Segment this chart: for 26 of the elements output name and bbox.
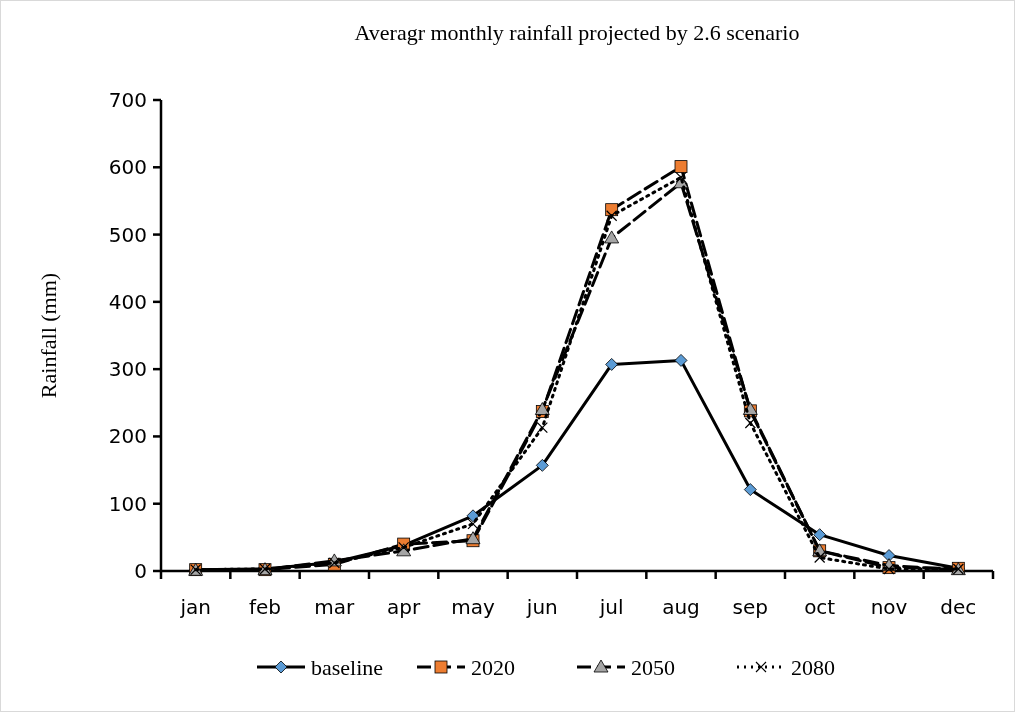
y-tick-label: 200 <box>108 424 147 449</box>
x-tick-label: may <box>451 595 495 619</box>
legend-label: baseline <box>311 654 384 680</box>
legend-label: 2020 <box>471 654 515 680</box>
y-tick-label: 400 <box>108 289 147 314</box>
legend-label: 2080 <box>791 654 835 680</box>
x-tick-label: apr <box>387 595 422 619</box>
x-tick-label: aug <box>662 595 700 619</box>
legend-label: 2050 <box>631 654 675 680</box>
x-tick-label: jan <box>179 595 211 619</box>
x-tick-label: mar <box>314 595 356 619</box>
x-tick-label: dec <box>940 595 977 619</box>
y-tick-label: 100 <box>108 491 147 516</box>
y-tick-label: 600 <box>108 155 147 180</box>
y-tick-label: 0 <box>134 559 147 583</box>
y-tick-label: 700 <box>108 88 147 112</box>
x-tick-label: jun <box>525 595 558 619</box>
x-tick-label: jul <box>598 595 624 619</box>
y-axis-title: Rainfall (mm) <box>36 272 61 399</box>
x-tick-label: nov <box>870 595 908 619</box>
chart-title: Averagr monthly rainfall projected by 2.6 scenario <box>354 20 800 45</box>
x-tick-label: sep <box>732 595 769 619</box>
y-tick-label: 300 <box>108 357 147 382</box>
x-tick-label: feb <box>248 595 282 619</box>
y-tick-label: 500 <box>108 222 147 247</box>
x-tick-label: oct <box>804 595 836 619</box>
